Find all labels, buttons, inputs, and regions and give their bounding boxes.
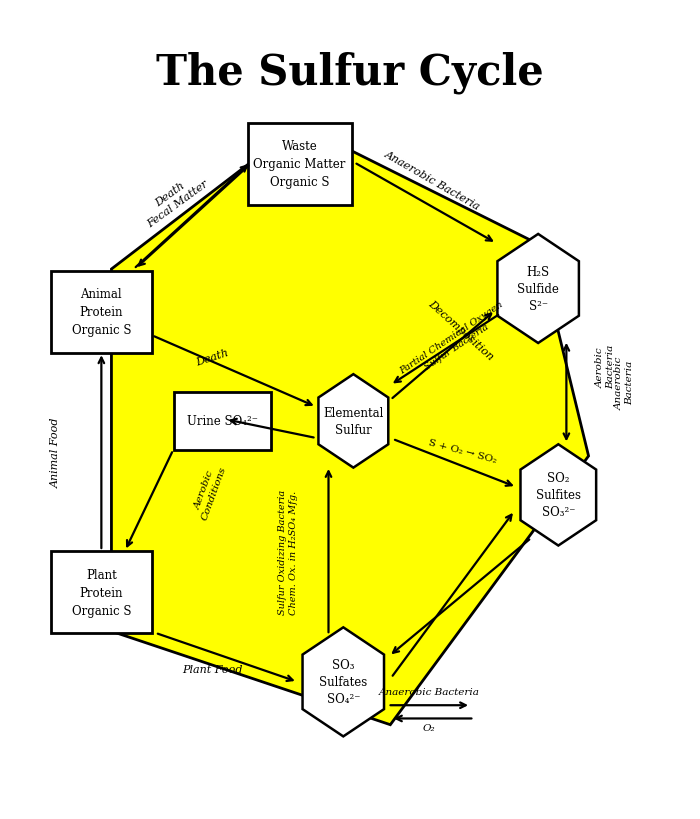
Text: S + O₂ → SO₂: S + O₂ → SO₂ bbox=[428, 437, 498, 464]
Polygon shape bbox=[521, 445, 596, 545]
Text: Elemental
Sulfur: Elemental Sulfur bbox=[323, 406, 384, 437]
Text: SO₃
Sulfates
SO₄²⁻: SO₃ Sulfates SO₄²⁻ bbox=[319, 658, 368, 705]
Bar bbox=[51, 272, 152, 353]
Text: Plant Food: Plant Food bbox=[182, 664, 242, 674]
Text: Anaerobic
Bacteria: Anaerobic Bacteria bbox=[615, 355, 634, 410]
Text: The Sulfur Cycle: The Sulfur Cycle bbox=[156, 52, 544, 94]
Bar bbox=[174, 392, 271, 450]
Text: Anaerobic Bacteria: Anaerobic Bacteria bbox=[382, 149, 482, 211]
Text: Partial Chemical Oxygen
Sulfur Bacteria: Partial Chemical Oxygen Sulfur Bacteria bbox=[398, 300, 510, 384]
Text: Sulfur Oxidizing Bacteria
Chem. Ox. in H₂SO₄ Mfg.: Sulfur Oxidizing Bacteria Chem. Ox. in H… bbox=[279, 490, 298, 614]
Text: Decomposition: Decomposition bbox=[426, 299, 496, 362]
Text: Anaerobic Bacteria: Anaerobic Bacteria bbox=[379, 687, 480, 696]
Text: Death
Fecal Matter: Death Fecal Matter bbox=[138, 169, 210, 229]
Text: Aerobic
Bacteria: Aerobic Bacteria bbox=[596, 345, 615, 389]
Text: Animal Food: Animal Food bbox=[50, 418, 61, 487]
Polygon shape bbox=[302, 627, 384, 736]
Text: Waste
Organic Matter
Organic S: Waste Organic Matter Organic S bbox=[253, 140, 346, 189]
Polygon shape bbox=[111, 125, 589, 725]
Text: H₂S
Sulfide
S²⁻: H₂S Sulfide S²⁻ bbox=[517, 265, 559, 313]
Text: SO₂
Sulfites
SO₃²⁻: SO₂ Sulfites SO₃²⁻ bbox=[536, 472, 581, 518]
Text: Plant
Protein
Organic S: Plant Protein Organic S bbox=[71, 568, 131, 617]
Bar bbox=[248, 124, 351, 206]
Text: Death: Death bbox=[195, 347, 230, 368]
Polygon shape bbox=[318, 374, 388, 468]
Bar bbox=[51, 552, 152, 633]
Polygon shape bbox=[498, 234, 579, 343]
Text: O₂: O₂ bbox=[423, 722, 435, 731]
Text: Animal
Protein
Organic S: Animal Protein Organic S bbox=[71, 288, 131, 337]
Text: Aerobic
Conditions: Aerobic Conditions bbox=[190, 462, 228, 521]
Text: Urine SO₄²⁻: Urine SO₄²⁻ bbox=[187, 415, 258, 428]
